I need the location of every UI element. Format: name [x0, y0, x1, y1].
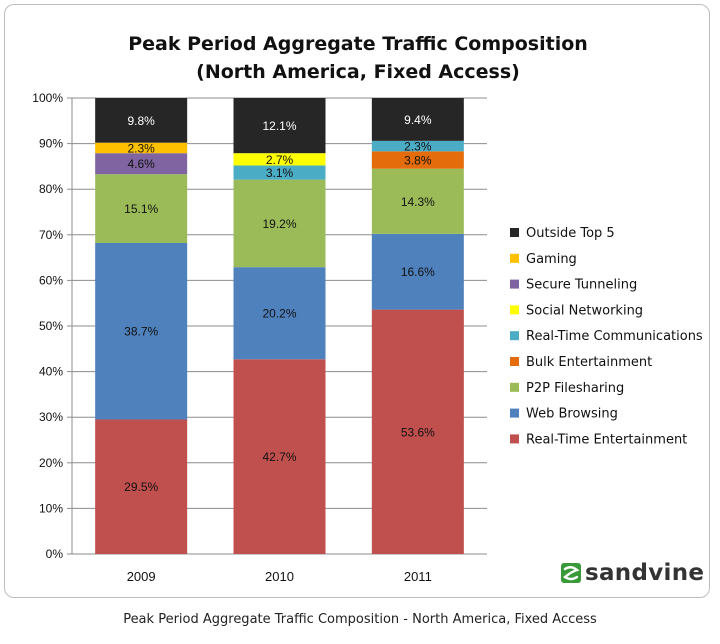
data-label: 38.7% — [124, 325, 158, 339]
data-label: 4.6% — [127, 157, 155, 171]
y-tick-label: 0% — [46, 547, 64, 561]
data-label: 29.5% — [124, 480, 158, 494]
bar-segment — [95, 153, 188, 175]
chart-subtitle: (North America, Fixed Access) — [196, 61, 520, 83]
bar-segment — [233, 98, 326, 154]
sandvine-logo-icon — [561, 563, 581, 583]
bar-segment — [233, 179, 326, 268]
bar-segment — [233, 359, 326, 554]
bar-segment — [371, 151, 464, 169]
bar-segment — [371, 309, 464, 554]
data-label: 14.3% — [401, 195, 435, 209]
bar-segment — [233, 153, 326, 166]
bar-segment — [95, 243, 188, 420]
x-tick-label: 2011 — [404, 569, 432, 584]
bar-segment — [233, 267, 326, 360]
data-label: 20.2% — [262, 307, 296, 321]
legend-label: Social Networking — [526, 303, 643, 318]
y-tick-label: 20% — [39, 456, 63, 470]
y-tick-label: 70% — [39, 228, 63, 242]
y-tick-label: 40% — [39, 365, 63, 379]
stacked-bar-chart: Peak Period Aggregate Traffic Compositio… — [32, 33, 703, 584]
bar-segment — [95, 142, 188, 154]
sandvine-logo: sandvine — [560, 558, 704, 588]
data-label: 42.7% — [262, 450, 296, 464]
chart-title: Peak Period Aggregate Traffic Compositio… — [128, 33, 588, 55]
data-label: 12.1% — [262, 119, 296, 133]
bar-segment — [233, 165, 326, 180]
bar-segment — [95, 174, 188, 244]
legend-label: P2P Filesharing — [526, 381, 624, 396]
data-label: 53.6% — [401, 425, 435, 439]
legend-swatch — [510, 357, 519, 366]
legend-swatch — [510, 331, 519, 341]
x-tick-label: 2009 — [127, 569, 156, 584]
legend-label: Real-Time Entertainment — [526, 432, 687, 447]
bar-segment — [371, 168, 464, 234]
legend-label: Secure Tunneling — [526, 278, 637, 293]
legend-swatch — [510, 305, 519, 315]
legend-swatch — [510, 408, 519, 418]
legend-swatch — [510, 434, 519, 444]
legend-label: Outside Top 5 — [526, 226, 615, 241]
data-label: 19.2% — [262, 217, 296, 231]
bar-segment — [371, 140, 464, 152]
x-tick-label: 2010 — [265, 569, 294, 584]
legend-label: Real-Time Communications — [526, 329, 703, 344]
data-label: 2.3% — [127, 141, 155, 155]
y-tick-label: 80% — [39, 182, 63, 196]
figure-caption: Peak Period Aggregate Traffic Compositio… — [123, 612, 597, 627]
legend-swatch — [510, 279, 519, 289]
legend-label: Bulk Entertainment — [526, 355, 652, 370]
data-label: 9.8% — [127, 114, 155, 128]
legend-swatch — [510, 382, 519, 392]
bar-segment — [95, 419, 188, 554]
legend-swatch — [510, 228, 519, 237]
y-tick-label: 90% — [39, 137, 63, 151]
logo-text: sandvine — [585, 560, 705, 586]
y-tick-label: 60% — [39, 273, 63, 287]
y-tick-label: 30% — [39, 410, 63, 424]
data-label: 15.1% — [124, 202, 158, 216]
y-tick-label: 50% — [39, 319, 63, 333]
data-label: 3.1% — [266, 166, 294, 180]
y-tick-label: 100% — [32, 91, 63, 105]
data-label: 9.4% — [404, 113, 432, 127]
data-label: 2.3% — [404, 140, 432, 154]
legend-label: Gaming — [526, 252, 577, 267]
bar-segment — [371, 98, 464, 141]
legend-label: Web Browsing — [526, 407, 618, 422]
data-label: 3.8% — [404, 154, 432, 168]
data-label: 2.7% — [266, 153, 294, 167]
y-tick-label: 10% — [39, 501, 63, 515]
bar-segment — [95, 98, 188, 143]
bar-segment — [371, 233, 464, 310]
data-label: 16.6% — [401, 265, 435, 279]
legend-swatch — [510, 253, 519, 263]
